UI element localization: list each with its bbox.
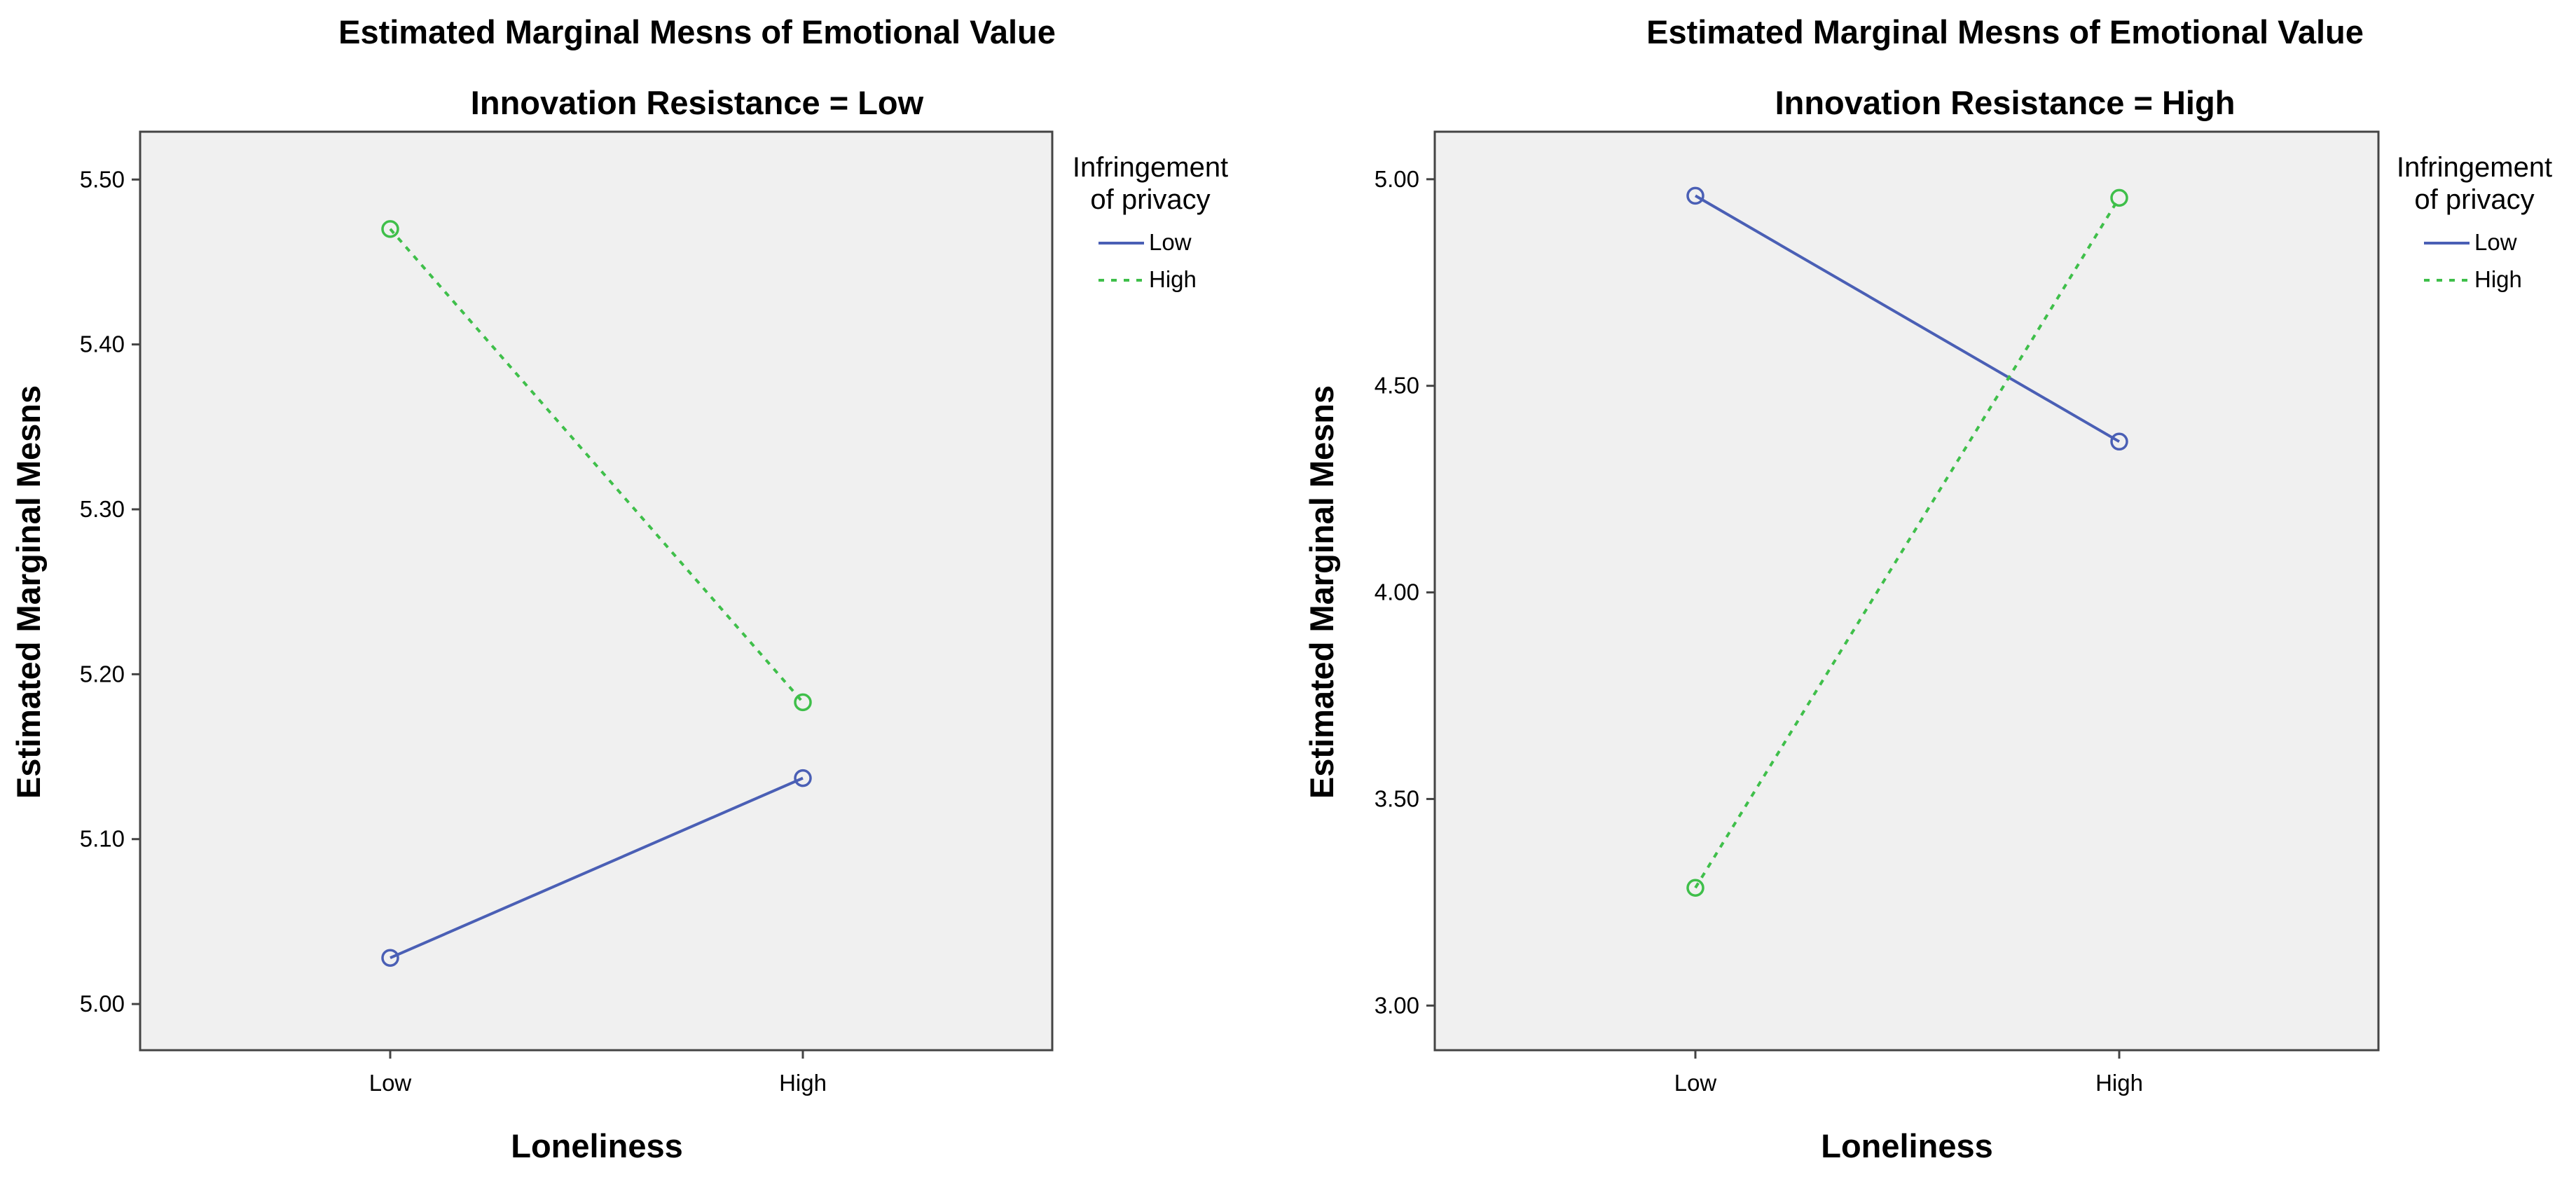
chart-subtitle: Innovation Resistance = Low: [471, 84, 924, 121]
x-axis: Low High: [1674, 1050, 2143, 1096]
y-tick-label: 5.50: [80, 166, 125, 192]
legend-label-low: Low: [1149, 229, 1192, 255]
y-tick-label: 5.30: [80, 496, 125, 522]
legend: Infringement of privacy Low High: [1073, 152, 1228, 292]
chart-title: Estimated Marginal Mesns of Emotional Va…: [1646, 13, 2364, 50]
series-line-high: [389, 228, 804, 703]
data-point-low: [794, 769, 812, 787]
legend-title-line1: Infringement: [1073, 152, 1228, 183]
plot-area: [139, 130, 1054, 1052]
data-point-high: [1686, 879, 1704, 897]
legend-label-high: High: [2474, 266, 2522, 292]
chart-title: Estimated Marginal Mesns of Emotional Va…: [338, 13, 1056, 50]
x-axis-title: Loneliness: [1821, 1127, 1993, 1164]
y-tick-label: 5.40: [80, 331, 125, 357]
y-axis-title: Estimated Marginal Mesns: [1303, 385, 1340, 799]
data-point-low: [381, 949, 399, 967]
series-line-high: [1694, 197, 2121, 889]
legend: Infringement of privacy Low High: [2397, 152, 2552, 292]
x-axis: Low High: [369, 1050, 827, 1096]
legend-title-line2: of privacy: [2414, 184, 2534, 215]
x-tick-label: High: [779, 1070, 827, 1096]
y-axis-title: Estimated Marginal Mesns: [10, 385, 47, 799]
x-tick-label: Low: [369, 1070, 412, 1096]
legend-items: Low High: [1098, 229, 1197, 292]
plot-area: [1433, 130, 2380, 1052]
legend-title-line2: of privacy: [1090, 184, 1210, 215]
legend-title-line1: Infringement: [2397, 152, 2552, 183]
x-tick-label: Low: [1674, 1070, 1717, 1096]
y-tick-label: 5.20: [80, 661, 125, 687]
data-point-high: [2110, 188, 2128, 207]
series-group: [381, 220, 812, 967]
y-tick-label: 5.10: [80, 826, 125, 852]
y-tick-label: 3.50: [1375, 785, 1419, 811]
y-tick-label: 5.00: [1375, 166, 1419, 192]
y-axis: 5.00 5.10 5.20 5.30 5.40 5.50: [80, 166, 140, 1017]
y-tick-label: 4.00: [1375, 579, 1419, 605]
y-tick-label: 4.50: [1375, 373, 1419, 399]
series-group: [1686, 186, 2128, 897]
legend-items: Low High: [2424, 229, 2522, 292]
data-point-low: [1686, 186, 1704, 205]
chart-subtitle: Innovation Resistance = High: [1775, 84, 2236, 121]
data-point-low: [2110, 432, 2128, 451]
chart-panel-innovation-low: Estimated Marginal Mesns of Emotional Va…: [10, 13, 1228, 1164]
data-point-high: [381, 220, 399, 238]
series-line-low: [390, 776, 804, 960]
y-tick-label: 3.00: [1375, 992, 1419, 1018]
x-axis-title: Loneliness: [511, 1127, 683, 1164]
chart-panel-innovation-high: Estimated Marginal Mesns of Emotional Va…: [1303, 13, 2552, 1164]
y-axis: 3.00 3.50 4.00 4.50 5.00: [1375, 166, 1435, 1018]
legend-label-high: High: [1149, 266, 1197, 292]
data-point-high: [794, 693, 812, 712]
series-line-low: [1694, 194, 2121, 443]
y-tick-label: 5.00: [80, 991, 125, 1017]
legend-label-low: Low: [2474, 229, 2517, 255]
x-tick-label: High: [2095, 1070, 2143, 1096]
